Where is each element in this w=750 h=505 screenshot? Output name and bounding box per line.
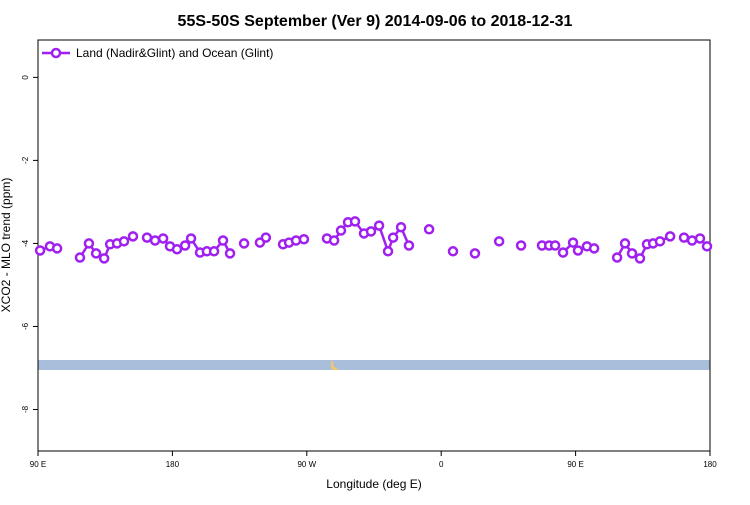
point (549, 240, 561, 251)
y-tick-label: -6 (21, 322, 30, 330)
point (619, 238, 631, 249)
point (328, 235, 340, 246)
point (701, 241, 713, 252)
point (51, 243, 63, 254)
point (469, 248, 481, 259)
point (127, 231, 139, 242)
point (626, 248, 638, 259)
x-tick-label: 0 (439, 460, 444, 469)
point (141, 232, 153, 243)
point (423, 224, 435, 235)
point (208, 246, 220, 257)
point (98, 253, 110, 264)
point (634, 253, 646, 264)
point (260, 232, 272, 243)
y-tick-label: -8 (21, 405, 30, 413)
point (290, 235, 302, 246)
point (493, 236, 505, 247)
point (447, 246, 459, 257)
point (83, 238, 95, 249)
point (74, 252, 86, 263)
point (157, 233, 169, 244)
point (387, 232, 399, 243)
x-tick-label: 90 W (297, 460, 316, 469)
point (567, 237, 579, 248)
legend-label: Land (Nadir&Glint) and Ocean (Glint) (76, 46, 273, 60)
point (403, 240, 415, 251)
chart-title: 55S-50S September (Ver 9) 2014-09-06 to … (178, 13, 573, 30)
x-tick-label: 180 (166, 460, 180, 469)
y-tick-label: 0 (21, 75, 30, 80)
surface-band (38, 360, 710, 370)
x-tick-label: 180 (703, 460, 717, 469)
point (217, 235, 229, 246)
point (171, 243, 183, 255)
x-tick-label: 90 E (30, 460, 46, 469)
y-tick-label: -2 (21, 156, 30, 164)
point (335, 225, 347, 236)
point (238, 238, 250, 249)
point (34, 245, 46, 256)
point (694, 233, 706, 244)
point (678, 232, 690, 243)
point (611, 252, 623, 263)
point (557, 247, 569, 258)
land-patch (330, 360, 339, 370)
point (349, 216, 361, 227)
point (382, 246, 394, 257)
point (118, 236, 130, 247)
point (654, 236, 666, 247)
x-tick-label: 90 E (567, 460, 583, 469)
point (185, 233, 197, 244)
point (664, 231, 676, 242)
point (365, 226, 377, 237)
legend-marker (50, 47, 62, 59)
point (588, 243, 600, 254)
y-tick-label: -4 (21, 239, 30, 247)
point (224, 248, 236, 259)
point (149, 235, 161, 246)
point (298, 234, 310, 245)
point (179, 240, 191, 251)
point (395, 221, 407, 233)
x-axis-label: Longitude (deg E) (326, 477, 421, 491)
point (515, 240, 527, 251)
point (572, 245, 584, 256)
point (90, 248, 102, 259)
point (373, 220, 385, 231)
y-axis-label: XCO2 - MLO trend (ppm) (0, 178, 13, 313)
